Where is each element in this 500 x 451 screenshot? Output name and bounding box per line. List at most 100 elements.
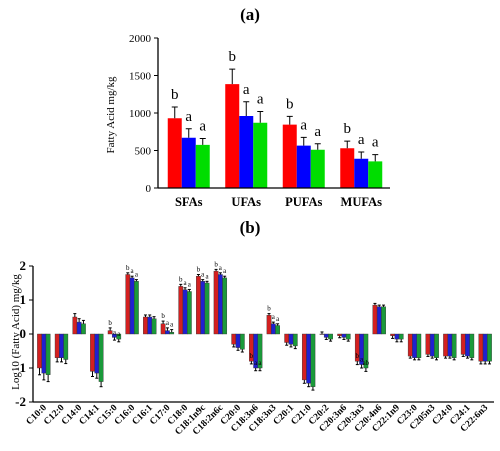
bar xyxy=(310,333,316,387)
significance-label: a xyxy=(184,279,188,287)
bar xyxy=(443,333,448,357)
bar xyxy=(390,333,395,336)
panel-label-b: (b) xyxy=(240,218,261,237)
bar xyxy=(187,291,192,335)
bar xyxy=(239,333,245,350)
significance-label: a xyxy=(117,330,121,338)
y-tick-label: 0 xyxy=(20,326,27,341)
bar xyxy=(270,323,276,335)
significance-label: a xyxy=(243,82,250,98)
significance-label: b xyxy=(126,264,130,272)
significance-label: a xyxy=(254,359,258,367)
y-tick-label: -2 xyxy=(15,394,26,409)
bar xyxy=(90,333,95,372)
significance-label: b xyxy=(214,260,218,268)
significance-label: b xyxy=(356,352,360,360)
y-tick-label: 500 xyxy=(135,146,152,158)
bar xyxy=(398,333,404,340)
bar xyxy=(200,281,206,335)
significance-label: a xyxy=(360,356,364,364)
bar xyxy=(306,333,311,384)
significance-label: a xyxy=(223,267,227,275)
bar xyxy=(340,148,355,188)
bar xyxy=(478,333,484,362)
significance-label: a xyxy=(272,313,276,321)
significance-label: a xyxy=(135,271,139,279)
y-tick-label: 1 xyxy=(20,292,27,307)
bar xyxy=(434,333,439,358)
significance-label: b xyxy=(108,319,112,327)
bar xyxy=(147,316,153,335)
bar xyxy=(296,145,311,188)
bar xyxy=(465,333,470,357)
significance-label: a xyxy=(276,315,280,323)
bar xyxy=(288,333,294,345)
bar xyxy=(429,333,435,357)
bar xyxy=(59,333,64,358)
bar xyxy=(354,158,369,188)
y-tick-label: 1000 xyxy=(129,108,152,120)
significance-label: b xyxy=(171,87,179,103)
significance-label: a xyxy=(372,135,379,151)
significance-label: a xyxy=(131,267,135,275)
bar xyxy=(253,122,268,188)
significance-label: a xyxy=(166,319,170,327)
significance-label: b xyxy=(250,352,254,360)
bar xyxy=(107,330,113,335)
bars-b: ba ab a aba ab a aba ab a aba aba ab a ab xyxy=(37,260,492,391)
bar xyxy=(98,333,104,382)
bar xyxy=(222,277,228,335)
bar xyxy=(337,333,342,336)
y-ticks-a: 0 500 1000 1500 2000 xyxy=(129,33,158,195)
bar xyxy=(376,306,382,335)
bar xyxy=(460,333,466,355)
significance-label: a xyxy=(185,109,192,125)
bar xyxy=(368,161,383,188)
significance-label: b xyxy=(229,49,237,65)
bar xyxy=(204,282,210,335)
significance-label: b xyxy=(286,96,294,112)
y-axis-title-b: Log10 (Fatty Acid) mg/kg xyxy=(10,274,22,390)
significance-label: b xyxy=(344,121,352,137)
bar xyxy=(72,316,78,335)
significance-label: a xyxy=(170,321,174,329)
significance-label: a xyxy=(358,132,365,148)
bar xyxy=(341,333,347,338)
bar xyxy=(482,333,488,362)
bar xyxy=(487,333,492,362)
bar xyxy=(310,149,325,188)
category-label: UFAs xyxy=(231,195,261,209)
bar xyxy=(266,315,272,335)
bar xyxy=(129,277,135,335)
bar xyxy=(301,333,307,381)
bar xyxy=(54,333,60,358)
bar xyxy=(165,330,170,335)
y-tick-label: 2 xyxy=(20,258,27,273)
x-categories-a: SFAs UFAs PUFAs MUFAs xyxy=(175,195,382,209)
bar xyxy=(181,137,196,188)
bar xyxy=(292,333,298,347)
bar xyxy=(345,333,351,340)
bar xyxy=(282,124,297,188)
significance-label: a xyxy=(188,280,192,288)
bar xyxy=(167,118,182,188)
bar xyxy=(143,316,148,335)
bar xyxy=(284,333,290,343)
significance-label: a xyxy=(219,264,223,272)
bar xyxy=(425,333,431,355)
significance-label: a xyxy=(201,271,205,279)
bar xyxy=(178,286,184,335)
significance-label: b xyxy=(161,312,165,320)
bar xyxy=(160,323,166,335)
y-tick-label: 1500 xyxy=(129,71,152,83)
bar xyxy=(231,333,237,345)
y-tick-label: -1 xyxy=(15,360,26,375)
significance-label: a xyxy=(314,124,321,140)
bar xyxy=(81,323,86,335)
bar xyxy=(41,333,47,374)
significance-label: b xyxy=(267,305,271,313)
bar xyxy=(94,333,100,374)
significance-label: b xyxy=(197,266,201,274)
